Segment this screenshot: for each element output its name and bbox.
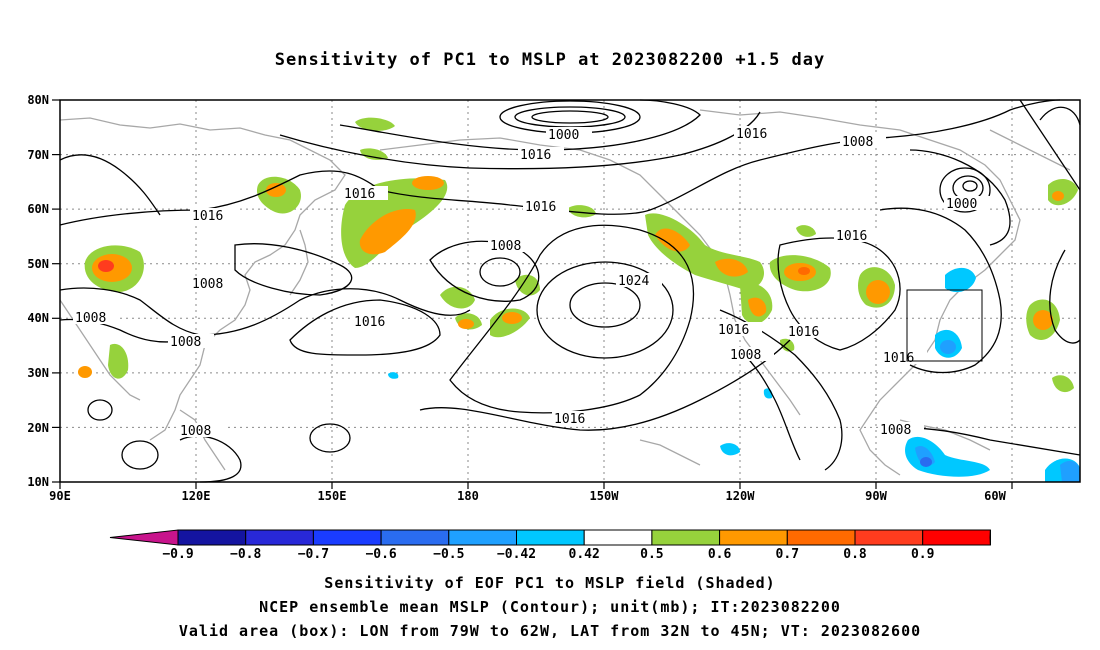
contour-label-1016: 1016 — [192, 209, 223, 224]
colorbar-segment — [312, 529, 382, 546]
lat-label: 60N — [27, 202, 49, 216]
lat-label: 70N — [27, 148, 49, 162]
lon-label: 90E — [49, 489, 71, 503]
longitude-labels: 90E 120E 150E 180 150W 120W 90W 60W — [49, 489, 1006, 503]
colorbar-segment — [177, 529, 247, 546]
lon-label: 120W — [726, 489, 756, 503]
lon-label: 90W — [865, 489, 887, 503]
lon-label: 60W — [984, 489, 1006, 503]
colorbar-segment — [786, 529, 856, 546]
caption-line-3: Valid area (box): LON from 79W to 62W, L… — [178, 622, 922, 640]
coastlines — [59, 109, 1071, 476]
colorbar-segment — [245, 529, 314, 546]
lon-label: 150W — [590, 489, 620, 503]
colorbar-tick-label: −0.42 — [497, 547, 536, 562]
lon-label: 150E — [318, 489, 347, 503]
colorbar-tick-label: 0.42 — [569, 547, 600, 562]
colorbar-tick-label: −0.6 — [365, 547, 396, 562]
tick-marks — [52, 99, 1013, 489]
colorbar-tick-label: −0.8 — [230, 547, 261, 562]
colorbar-segment — [583, 529, 653, 546]
colorbar-tick-label: 0.7 — [776, 547, 799, 562]
negative-sensitivity-shading — [388, 267, 1080, 482]
colorbar-tick-label: 0.5 — [640, 547, 663, 562]
positive-sensitivity-shading — [78, 117, 1078, 393]
contour-label-1016: 1016 — [883, 351, 914, 366]
contour-label-1000: 1000 — [548, 128, 579, 143]
colorbar-tick-label: 0.8 — [843, 547, 867, 562]
contour-label-1000: 1000 — [946, 197, 977, 212]
contour-label-1008: 1008 — [730, 348, 761, 363]
colorbar-segment — [516, 529, 585, 546]
colorbar-low-end — [109, 529, 179, 546]
lon-label: 120E — [182, 489, 211, 503]
colorbar-tick-label: −0.7 — [298, 547, 329, 562]
colorbar: −0.9 −0.8 −0.7 −0.6 −0.5 −0.42 0.42 0.5 0.6 0.7 0.… — [109, 529, 991, 562]
colorbar-segment — [922, 529, 991, 546]
colorbar-segment — [854, 529, 924, 546]
colorbar-tick-label: −0.5 — [433, 547, 464, 562]
lat-label: 40N — [27, 311, 49, 325]
lat-label: 80N — [27, 93, 49, 107]
colorbar-tick-label: −0.9 — [162, 547, 193, 562]
contour-label-1016: 1016 — [344, 187, 375, 202]
colorbar-segment — [651, 529, 721, 546]
contour-label-1008: 1008 — [75, 311, 106, 326]
contour-label-1008: 1008 — [180, 424, 211, 439]
map-frame — [59, 99, 1081, 483]
latitude-labels: 80N 70N 60N 50N 40N 30N 20N 10N — [27, 93, 49, 489]
contour-label-1008: 1008 — [842, 135, 873, 150]
contour-label-1016: 1016 — [520, 148, 551, 163]
contour-label-1008: 1008 — [192, 277, 223, 292]
contour-label-1008: 1008 — [880, 423, 911, 438]
lat-label: 30N — [27, 366, 49, 380]
contour-label-1008: 1008 — [490, 239, 521, 254]
contour-label-1016: 1016 — [836, 229, 867, 244]
contour-label-1016: 1016 — [525, 200, 556, 215]
colorbar-tick-label: 0.9 — [911, 547, 934, 562]
contour-label-1008: 1008 — [170, 335, 201, 350]
colorbar-segment — [380, 529, 450, 546]
lat-label: 20N — [27, 421, 49, 435]
colorbar-segment — [448, 529, 517, 546]
contour-label-1016: 1016 — [554, 412, 585, 427]
lat-label: 10N — [27, 475, 49, 489]
valid-area-box — [906, 289, 983, 362]
contour-label-1016: 1016 — [736, 127, 767, 142]
contour-labels: 1000 1016 1016 1008 1016 1016 1016 1008 … — [73, 126, 990, 439]
contour-label-1016: 1016 — [354, 315, 385, 330]
lat-label: 50N — [27, 257, 49, 271]
contour-label-1016: 1016 — [788, 325, 819, 340]
lon-label: 180 — [457, 489, 479, 503]
caption-line-1: Sensitivity of EOF PC1 to MSLP field (Sh… — [324, 574, 776, 592]
colorbar-tick-label: 0.6 — [708, 547, 732, 562]
mslp-contours — [59, 99, 1081, 483]
contour-label-1016: 1016 — [718, 323, 749, 338]
caption-line-2: NCEP ensemble mean MSLP (Contour); unit(… — [259, 598, 841, 616]
contour-label-1024: 1024 — [618, 274, 649, 289]
map-title: Sensitivity of PC1 to MSLP at 2023082200… — [274, 50, 826, 70]
colorbar-segment — [719, 529, 788, 546]
